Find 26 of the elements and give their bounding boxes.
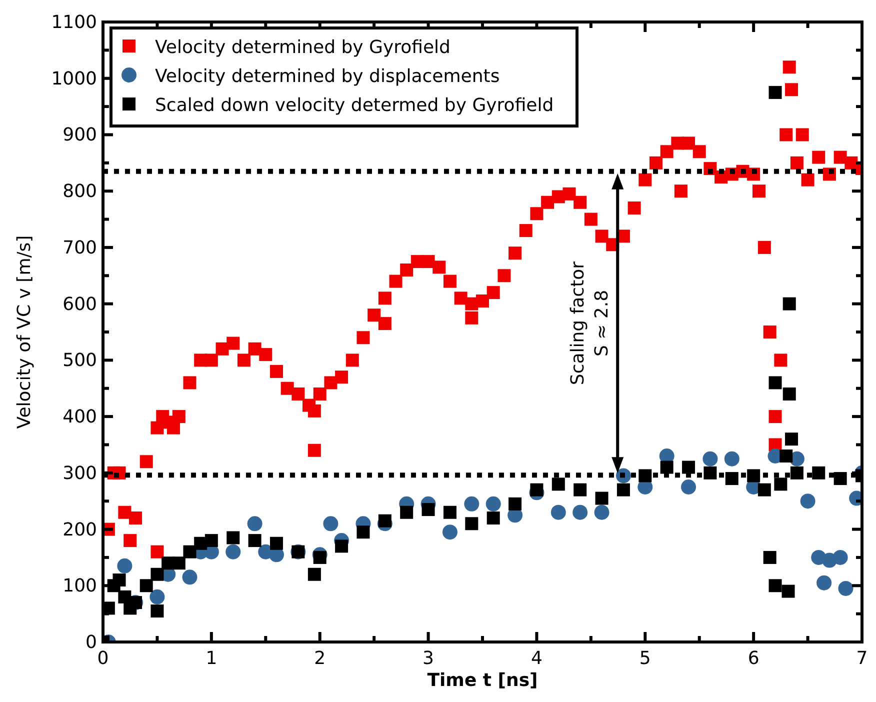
legend-label: Velocity determined by Gyrofield [155,37,450,58]
y-tick-label: 0 [86,632,97,653]
annotation: S ≈ 2.8 [592,290,613,357]
x-tick-label: 7 [856,648,868,669]
y-tick-label: 1000 [51,68,97,90]
x-tick-label: 4 [530,648,542,669]
y-tick-label: 400 [62,406,97,428]
legend-label: Velocity determined by displacements [155,66,500,87]
y-tick-label: 700 [62,237,97,258]
y-tick-label: 600 [62,294,97,315]
y-tick-label: 300 [62,462,97,484]
x-tick-label: 1 [206,648,218,669]
legend-label: Scaled down velocity determed by Gyrofield [155,95,554,116]
y-tick-label: 1100 [51,12,97,33]
y-tick-label: 500 [62,350,97,372]
annotation: Scaling factor [568,260,589,386]
x-tick-label: 2 [314,648,326,669]
x-tick-label: 5 [639,648,651,669]
y-tick-label: 800 [62,181,97,202]
x-tick-label: 3 [422,648,434,669]
y-axis-title: Velocity of VC v [m/s] [14,235,35,429]
x-tick-label: 6 [748,648,760,669]
y-tick-label: 200 [62,519,97,540]
y-tick-label: 100 [62,576,97,597]
y-tick-label: 900 [62,124,97,146]
x-axis-title: Time t [ns] [427,670,538,691]
